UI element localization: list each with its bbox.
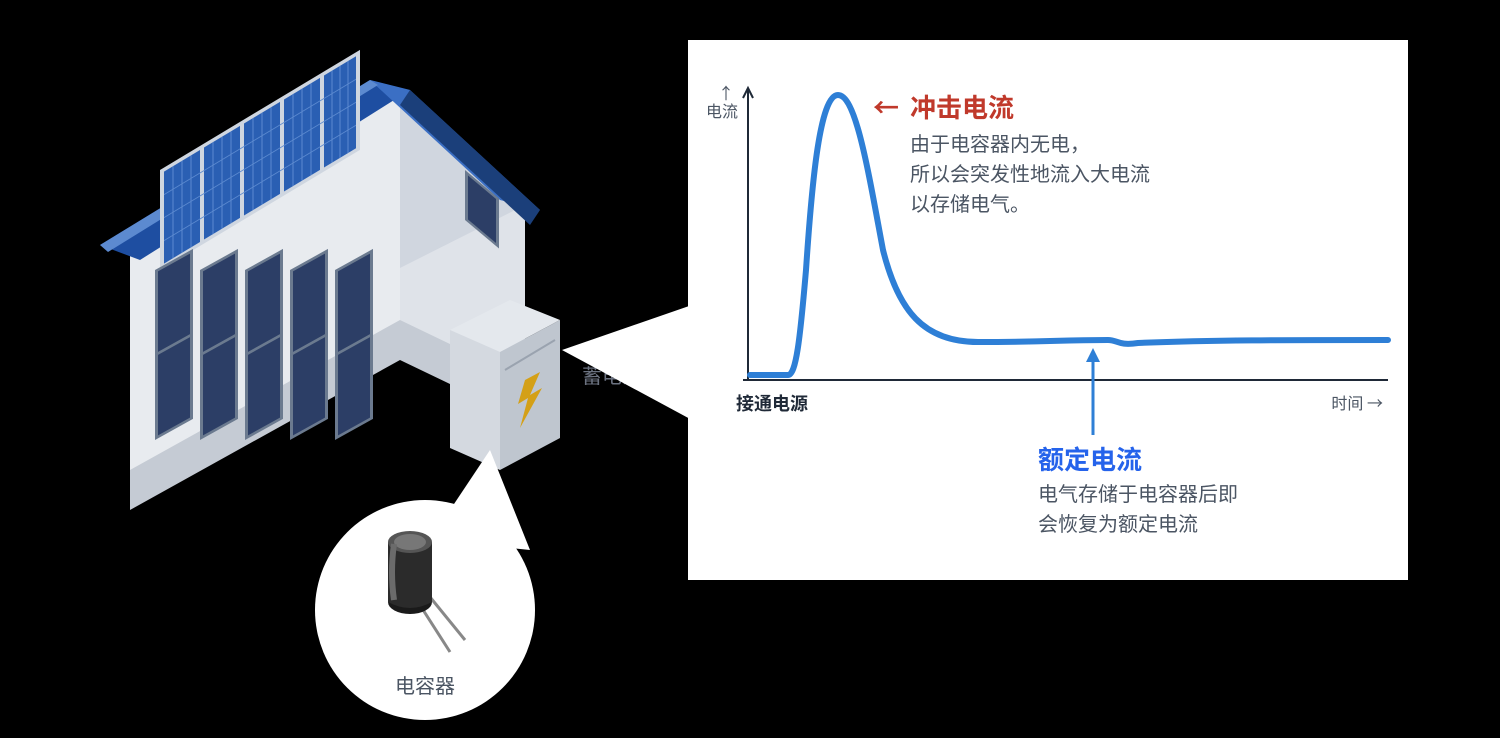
rated-desc-line1: 电气存储于电容器后即 bbox=[1038, 478, 1238, 507]
inrush-desc: 由于电容器内无电， 所以会突发性地流入大电流 以存储电气。 bbox=[910, 128, 1150, 218]
capacitor-label: 电容器 bbox=[395, 670, 455, 699]
inrush-desc-line2: 所以会突发性地流入大电流 bbox=[910, 158, 1150, 187]
inrush-current-chart bbox=[688, 40, 1408, 440]
rated-desc: 电气存储于电容器后即 会恢复为额定电流 bbox=[1038, 478, 1238, 538]
rated-title: 额定电流 bbox=[1038, 440, 1142, 477]
inrush-arrow: ← bbox=[873, 88, 899, 125]
inrush-desc-line1: 由于电容器内无电， bbox=[910, 128, 1090, 157]
x-axis-label: 时间 → bbox=[1331, 390, 1383, 414]
capacitor-icon bbox=[360, 522, 480, 662]
inrush-title: 冲击电流 bbox=[910, 88, 1014, 125]
x-axis-start-label: 接通电源 bbox=[736, 390, 808, 416]
chart-panel: ↑ 电流 接通电源 时间 → ← 冲击电流 由于电容器内无电， 所以会突发性地流… bbox=[688, 40, 1408, 580]
inrush-desc-line3: 以存储电气。 bbox=[910, 188, 1030, 217]
rated-desc-line2: 会恢复为额定电流 bbox=[1038, 508, 1198, 537]
y-axis-label: 电流 bbox=[706, 98, 738, 122]
